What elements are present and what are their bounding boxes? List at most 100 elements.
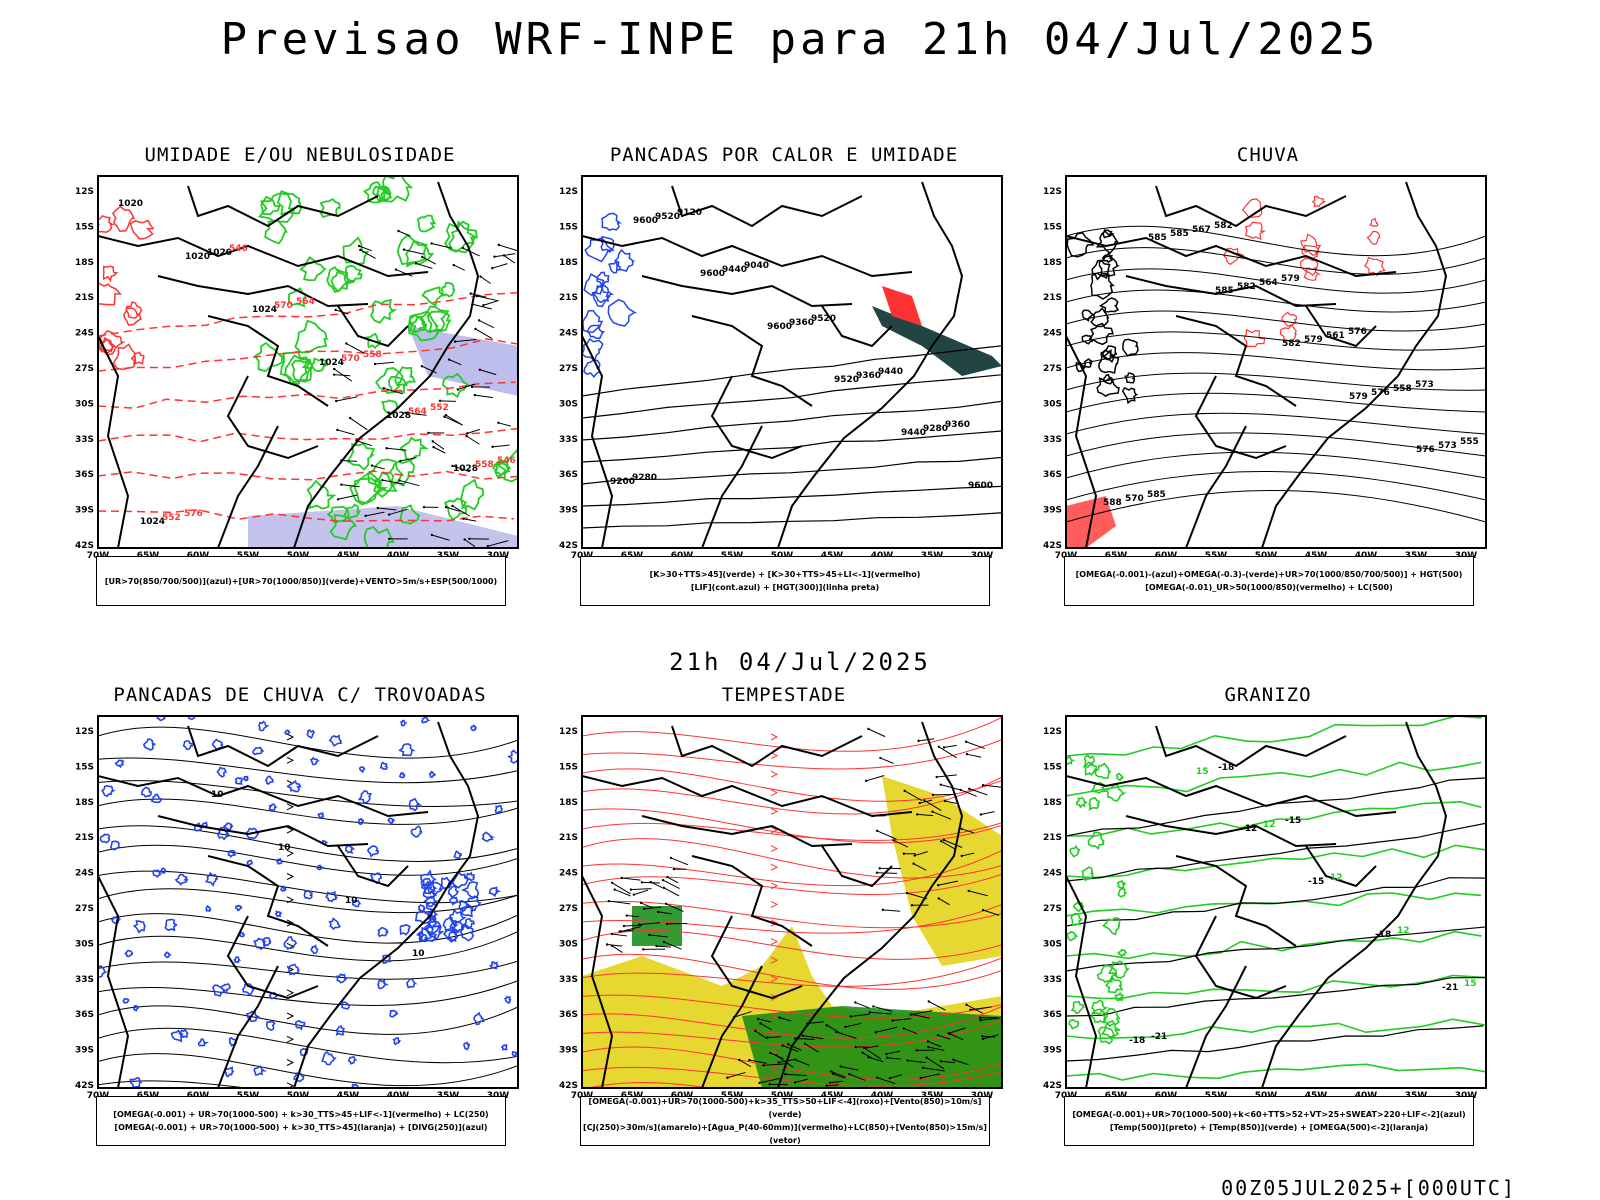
legend-line: [OMEGA(-0.001)-(azul)+OMEGA(-0.3)-(verde…: [1075, 570, 1463, 579]
wind-vector: [337, 429, 355, 436]
contour-value-label: 564: [408, 407, 427, 417]
lat-tick-label: 42S: [1043, 541, 1062, 551]
panel-pancadas_calor: PANCADAS POR CALOR E UMIDADE 12S 15S 18S 21S…: [544, 144, 1024, 624]
wind-vector-head: [340, 483, 343, 486]
legend-line: [OMEGA(-0.001) + UR>70(1000-500) + k>30_…: [114, 1123, 488, 1132]
lat-tick-label: 36S: [75, 470, 94, 480]
streamline: [98, 1005, 518, 1035]
red-contour: [125, 301, 143, 319]
streamline: [582, 768, 1002, 802]
temp850-green-contour: [1066, 754, 1076, 765]
wind-vector-head: [959, 788, 962, 792]
divergence-blue-contour: [459, 922, 475, 942]
wind-vector-head: [965, 1003, 968, 1006]
red-contour: [102, 265, 119, 283]
wind-vector-head: [479, 275, 482, 278]
streamline: [98, 930, 518, 962]
wind-vector-head: [793, 1037, 797, 1040]
contour-value-label: 558: [1393, 384, 1412, 394]
divergence-blue-contour: [164, 918, 178, 932]
divergence-blue-contour: [286, 779, 302, 793]
map-content: 10 10 10 10: [98, 716, 518, 1088]
wind-vector: [607, 944, 623, 947]
wind-vector-head: [394, 268, 398, 271]
divergence-blue-contour: [234, 777, 243, 786]
map-frame: [581, 715, 1003, 1089]
red-contour: [98, 215, 115, 233]
wind-vector-head: [486, 544, 490, 548]
map-content: [582, 716, 1002, 1088]
streamline: [582, 930, 1002, 960]
wind-vector-head: [931, 793, 935, 797]
wind-vector: [462, 247, 480, 257]
wind-vector: [377, 507, 397, 511]
lat-tick-label: 39S: [75, 506, 94, 516]
panel-legend: [OMEGA(-0.001)+UR>70(1000-500)+k<60+TTS>…: [1064, 1096, 1474, 1146]
legend-line: [K>30+TTS>45](verde) + [K>30+TTS>45+LI<-…: [649, 570, 921, 579]
wind-vector-head: [618, 930, 621, 933]
wind-vector: [892, 1018, 912, 1021]
temp850-green-contour: [1075, 796, 1088, 809]
wind-vector-head: [452, 263, 455, 267]
state-border: [337, 845, 409, 888]
wind-vector-head: [430, 533, 434, 537]
divergence-blue-contour: [442, 926, 459, 942]
divergence-blue-contour: [109, 840, 120, 851]
divergence-blue-contour: [420, 716, 431, 724]
divergence-blue-contour: [261, 936, 272, 947]
temp850-green-contour: [1105, 783, 1127, 802]
streamline-arrow: [770, 975, 779, 983]
wind-vector: [453, 264, 465, 271]
lat-tick-label: 21S: [1043, 293, 1062, 303]
wind-vector-head: [905, 891, 909, 895]
wind-vector: [968, 890, 988, 897]
state-border: [98, 235, 429, 278]
wind-vector-head: [917, 739, 920, 743]
hgt500-contour: [1066, 268, 1486, 294]
lat-tick-label: 33S: [559, 435, 578, 445]
temp850-green-contour: [1068, 1019, 1080, 1030]
lat-tick-label: 36S: [1043, 1010, 1062, 1020]
divergence-blue-contour: [114, 759, 125, 769]
state-border: [1305, 845, 1377, 888]
wind-vector: [365, 511, 385, 517]
divergence-blue-contour: [197, 1038, 210, 1047]
wind-vector: [914, 851, 928, 857]
wind-vector-head: [762, 1064, 765, 1067]
divergence-blue-contour: [246, 859, 253, 866]
streamline: [98, 980, 518, 1006]
wind-vector-head: [385, 447, 388, 450]
lat-tick-label: 39S: [75, 1046, 94, 1056]
wind-vector-head: [453, 340, 457, 343]
humidity-green-contour: [416, 214, 437, 233]
state-border: [98, 335, 130, 548]
humidity-green-contour: [396, 233, 428, 265]
contour-value-label: 9520: [811, 314, 836, 324]
divergence-blue-contour: [264, 775, 274, 785]
contour-value-label: -12: [1241, 824, 1257, 834]
wind-vector-head: [937, 897, 940, 900]
wind-vector: [452, 505, 471, 517]
divergence-blue-contour: [336, 973, 349, 984]
wind-vector-head: [902, 852, 906, 855]
contour-value-label: 10: [278, 843, 291, 853]
divergence-blue-contour: [295, 1020, 306, 1031]
humidity-green-contour: [344, 503, 361, 519]
divergence-blue-contour: [284, 729, 291, 735]
lif-blue-contour: [582, 309, 604, 333]
wind-vector: [804, 1043, 819, 1053]
contour-value-label: -21: [1151, 1032, 1167, 1042]
map-frame: [97, 715, 519, 1089]
panel-legend: [OMEGA(-0.001) + UR>70(1000-500) + k>30_…: [96, 1096, 506, 1146]
lat-tick-label: 33S: [75, 435, 94, 445]
wind-vector: [926, 1057, 945, 1070]
wind-vector: [802, 1035, 824, 1040]
wind-vector-head: [952, 1058, 955, 1061]
streamline: [98, 726, 518, 759]
wind-vector-head: [979, 1019, 982, 1022]
coastline: [293, 721, 480, 1088]
state-border: [157, 275, 369, 308]
contour-value-label: 9600: [968, 481, 993, 491]
wind-vector-head: [632, 893, 636, 896]
divergence-blue-contour: [451, 870, 469, 889]
